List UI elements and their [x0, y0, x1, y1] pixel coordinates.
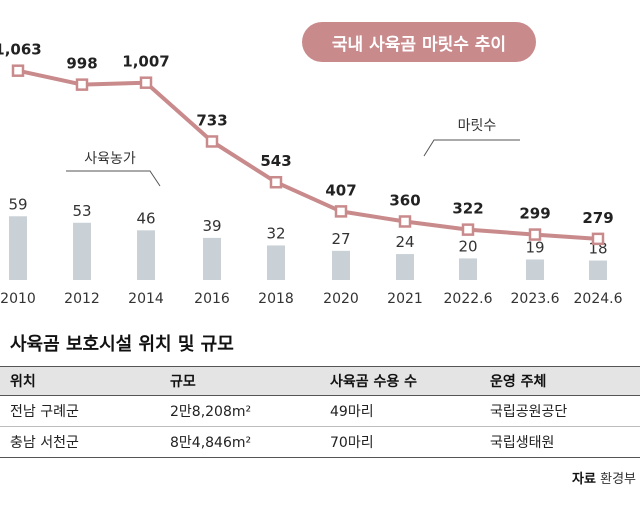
- point-2012: [75, 78, 89, 91]
- bar-label-2014: 46: [136, 209, 155, 227]
- farms-legend-leader: [66, 170, 161, 187]
- cell-capacity: 70마리: [320, 426, 480, 458]
- bar-label-2016: 39: [202, 217, 221, 235]
- bar-2020: [332, 250, 350, 280]
- source-name: 환경부: [600, 472, 636, 487]
- x-tick-2024-6: 2024.6: [574, 291, 623, 307]
- bar-2014: [137, 230, 155, 280]
- point-2014: [139, 76, 153, 89]
- bar-2023-6: [526, 259, 544, 280]
- table-header-row: 위치 규모 사육곰 수용 수 운영 주체: [0, 366, 640, 396]
- point-2018: [269, 175, 283, 189]
- bar-label-2020: 27: [331, 230, 350, 248]
- bar-2022-6: [459, 258, 477, 280]
- point-2016: [205, 135, 219, 148]
- population-data-labels: 1,063 998 1,007 733 543 407 360 322 299 279: [0, 41, 614, 227]
- point-label-2014: 1,007: [122, 53, 169, 71]
- x-tick-2014: 2014: [128, 291, 164, 307]
- bar-label-2021: 24: [395, 233, 414, 251]
- bar-label-2022-6: 20: [458, 237, 477, 255]
- bar-label-2010: 59: [8, 195, 27, 213]
- cell-size: 2만8,208m²: [160, 395, 320, 427]
- population-legend-label: 마릿수: [458, 118, 497, 134]
- point-label-2010: 1,063: [0, 41, 42, 59]
- bar-2018: [267, 245, 285, 280]
- point-label-2022-6: 322: [452, 200, 483, 218]
- facilities-section-title: 사육곰 보호시설 위치 및 규모: [10, 334, 234, 355]
- point-2023-6: [528, 228, 542, 241]
- source-label: 자료: [572, 472, 596, 487]
- header-location: 위치: [0, 366, 160, 396]
- cell-location: 전남 구례군: [0, 395, 160, 427]
- point-2022-6: [461, 223, 475, 236]
- chart-title: 국내 사육곰 마릿수 추이: [302, 22, 536, 62]
- point-label-2018: 543: [260, 152, 291, 170]
- point-label-2021: 360: [389, 191, 420, 209]
- point-label-2020: 407: [325, 181, 356, 199]
- x-axis-tick-labels: 2010 2012 2014 2016 2018 2020 2021 2022.6 2023.6…: [0, 291, 622, 307]
- x-tick-2012: 2012: [64, 291, 100, 307]
- point-label-2024-6: 279: [582, 209, 613, 227]
- cell-operator: 국립공원공단: [480, 395, 640, 427]
- x-tick-2020: 2020: [323, 291, 359, 307]
- point-2010: [11, 64, 25, 77]
- bar-2024-6: [589, 260, 607, 280]
- point-label-2012: 998: [66, 55, 97, 73]
- point-2024-6: [591, 232, 605, 246]
- cell-capacity: 49마리: [320, 395, 480, 427]
- point-2021: [398, 215, 412, 228]
- bar-label-2018: 32: [266, 224, 285, 242]
- cell-size: 8만4,846m²: [160, 426, 320, 458]
- x-tick-2016: 2016: [194, 291, 230, 307]
- header-size: 규모: [160, 366, 320, 396]
- bar-2016: [203, 237, 221, 280]
- x-tick-2022-6: 2022.6: [444, 291, 493, 307]
- point-2020: [334, 205, 348, 218]
- population-legend-leader: [423, 139, 520, 157]
- facilities-table: 위치 규모 사육곰 수용 수 운영 주체 전남 구례군 2만8,208m² 49…: [0, 366, 640, 458]
- population-line-series: [11, 64, 605, 246]
- x-tick-2010: 2010: [0, 291, 36, 307]
- table-row: 충남 서천군 8만4,846m² 70마리 국립생태원: [0, 426, 640, 458]
- population-line: [17, 68, 599, 241]
- cell-operator: 국립생태원: [480, 426, 640, 458]
- bar-label-2012: 53: [72, 202, 91, 220]
- farms-bar-series: [9, 216, 607, 280]
- series-legend-notes: 사육농가 마릿수: [66, 118, 520, 187]
- bar-2010: [9, 216, 27, 280]
- header-operator: 운영 주체: [480, 366, 640, 396]
- point-label-2023-6: 299: [519, 205, 550, 223]
- header-capacity: 사육곰 수용 수: [320, 366, 480, 396]
- farms-bar-labels: 59 53 46 39 32 27 24 20 19 18: [8, 195, 607, 257]
- bar-2012: [73, 222, 91, 280]
- point-label-2016: 733: [196, 111, 227, 129]
- x-tick-2021: 2021: [387, 291, 423, 307]
- bar-label-2023-6: 19: [525, 238, 544, 256]
- bar-2021: [396, 254, 414, 280]
- cell-location: 충남 서천군: [0, 426, 160, 458]
- x-tick-2018: 2018: [258, 291, 294, 307]
- table-row: 전남 구례군 2만8,208m² 49마리 국립공원공단: [0, 395, 640, 427]
- farms-legend-label: 사육농가: [84, 151, 136, 167]
- x-tick-2023-6: 2023.6: [511, 291, 560, 307]
- source-note: 자료 환경부: [572, 468, 636, 487]
